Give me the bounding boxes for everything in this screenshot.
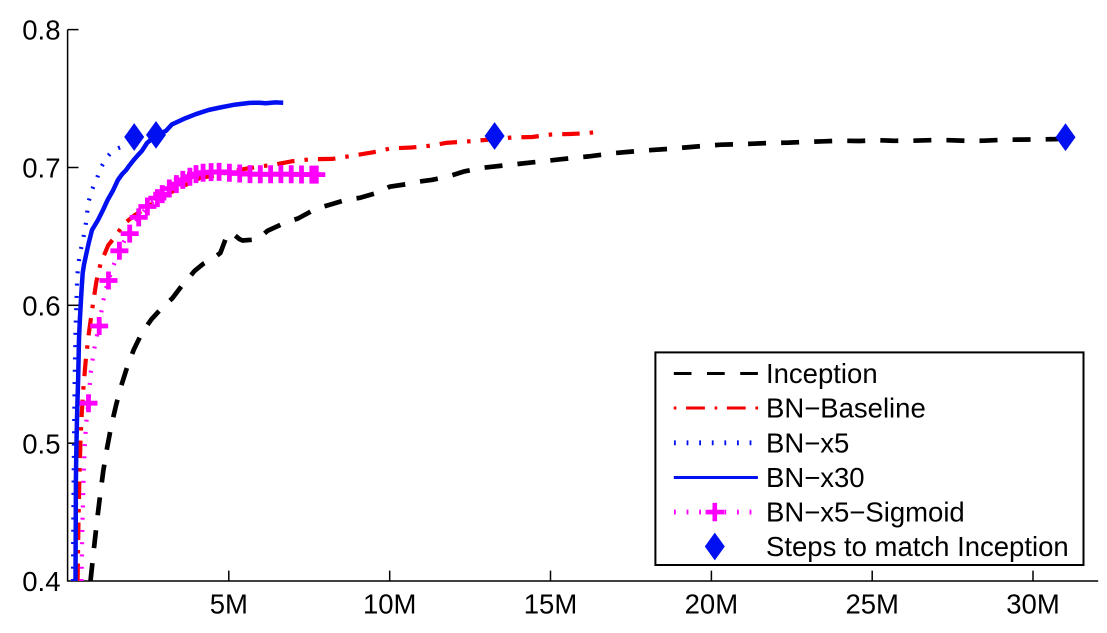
svg-text:Steps to match Inception: Steps to match Inception <box>766 531 1069 562</box>
svg-text:0.4: 0.4 <box>22 566 60 597</box>
svg-text:BN−x5: BN−x5 <box>766 427 849 458</box>
svg-text:5M: 5M <box>210 589 248 620</box>
svg-text:25M: 25M <box>845 589 899 620</box>
svg-text:20M: 20M <box>685 589 739 620</box>
svg-text:0.6: 0.6 <box>22 290 60 321</box>
svg-text:30M: 30M <box>1006 589 1060 620</box>
svg-text:BN−x5−Sigmoid: BN−x5−Sigmoid <box>766 497 965 528</box>
svg-text:Inception: Inception <box>766 358 878 389</box>
svg-text:0.7: 0.7 <box>22 153 60 184</box>
svg-text:BN−x30: BN−x30 <box>766 462 865 493</box>
svg-text:BN−Baseline: BN−Baseline <box>766 393 926 424</box>
svg-text:0.5: 0.5 <box>22 428 60 459</box>
svg-text:15M: 15M <box>524 589 578 620</box>
svg-text:0.8: 0.8 <box>22 15 60 46</box>
svg-text:10M: 10M <box>363 589 417 620</box>
